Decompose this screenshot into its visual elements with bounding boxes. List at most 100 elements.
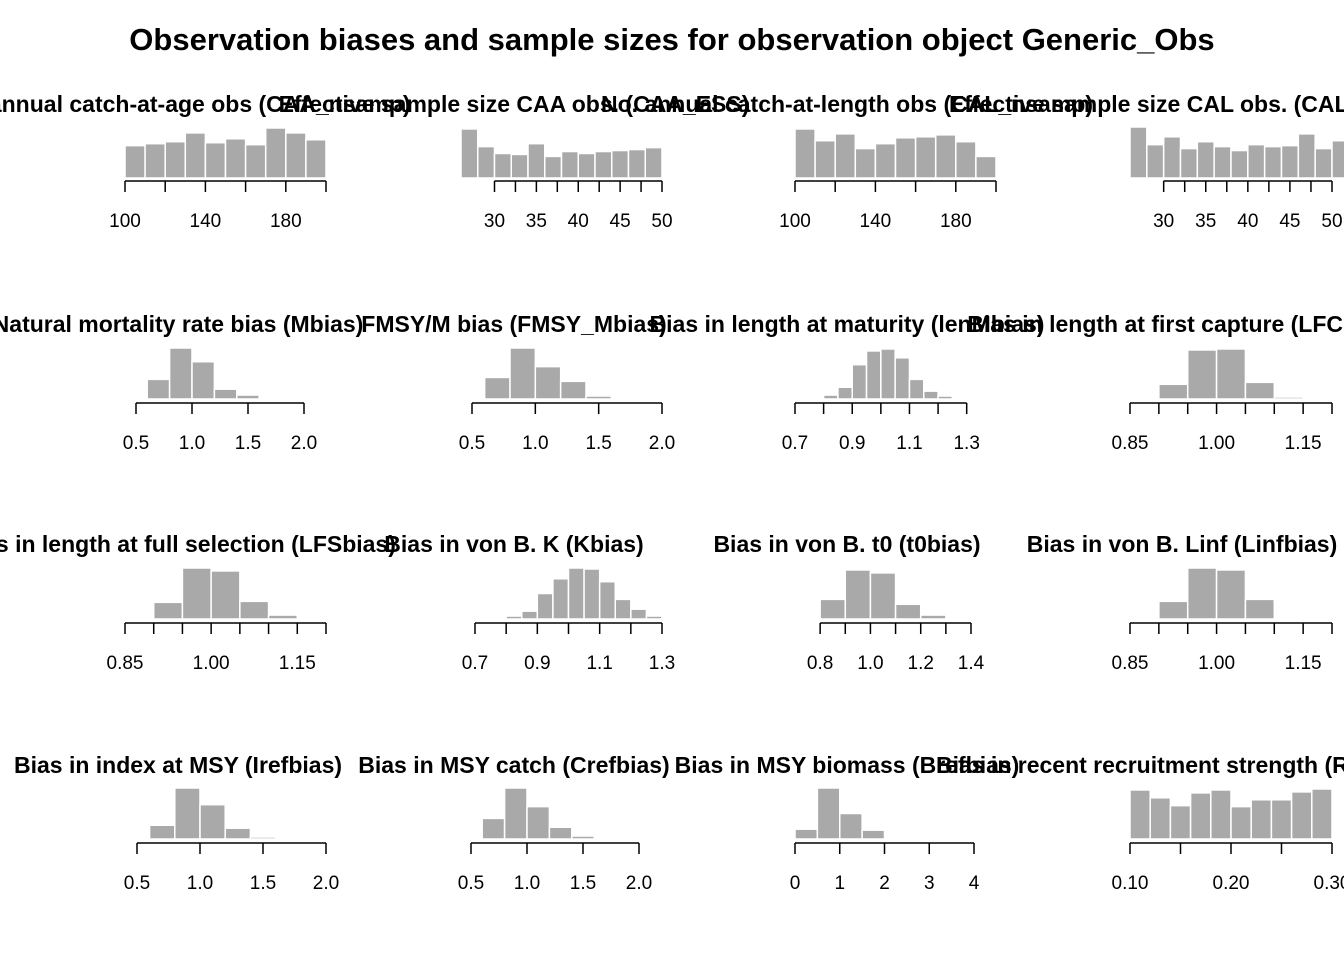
histogram-bar (258, 397, 283, 400)
panel-title: Bias in MSY biomass (Brefbias) (675, 752, 1020, 778)
histogram-bar (181, 567, 212, 620)
histogram-bar (894, 603, 922, 620)
panel-title: Bias in von B. K (Kbias) (384, 531, 643, 557)
histogram-bar (834, 133, 857, 179)
histogram-bar (1129, 126, 1148, 179)
histogram-bar (955, 140, 977, 179)
histogram-bar (1250, 799, 1273, 840)
histogram-bar (493, 152, 512, 179)
histogram-bar (794, 397, 811, 400)
x-tick-label: 0.85 (107, 653, 144, 674)
histogram-panel: Effective sample size CAL obs. (CAL_ESS)… (949, 91, 1344, 232)
histogram-bar (481, 817, 506, 840)
x-tick-label: 1.00 (1198, 433, 1235, 454)
panel-title: Bias in recent recruitment strength (Rec… (936, 752, 1344, 778)
histogram-bar (527, 142, 546, 179)
histogram-bar (1314, 147, 1333, 179)
histogram-bar (1186, 349, 1218, 400)
histogram-bar (1196, 140, 1215, 179)
x-tick-label: 1.0 (514, 873, 540, 894)
histogram-bar (460, 128, 479, 179)
x-tick-label: 0.9 (524, 653, 550, 674)
x-tick-label: 40 (568, 211, 589, 232)
x-tick-label: 35 (1195, 211, 1216, 232)
histogram-bar (598, 580, 617, 620)
histogram-bar (869, 572, 897, 620)
histogram-bar (908, 378, 925, 400)
panel-title: No. annual catch-at-length obs (CAL_nsam… (601, 91, 1093, 117)
x-tick-label: 100 (779, 211, 811, 232)
histogram-bar (168, 347, 193, 400)
histogram-panel: No. annual catch-at-length obs (CAL_nsam… (601, 91, 1093, 232)
histogram-bar (174, 787, 201, 840)
histogram-bar (645, 615, 663, 620)
histogram-bar (1331, 139, 1344, 179)
histogram-panel: Natural mortality rate bias (Mbias) 0.5 1.… (0, 311, 363, 454)
histogram-bar (851, 363, 868, 400)
panel-title: Bias in index at MSY (Irefbias) (14, 752, 342, 778)
histogram-bar (894, 137, 917, 179)
histogram-bar (296, 617, 327, 620)
x-tick-label: 1.00 (193, 653, 230, 674)
histogram-bar (919, 614, 947, 620)
histogram-bar (124, 617, 155, 620)
x-tick-label: 0.8 (807, 653, 833, 674)
panel-title: Bias in length at maturity (lenMbias) (650, 311, 1045, 337)
histogram-bar (204, 141, 227, 179)
histogram-bar (1189, 792, 1212, 840)
histogram-bar (144, 142, 166, 179)
x-tick-label: 0.85 (1112, 433, 1149, 454)
histogram-bar (594, 150, 613, 179)
histogram-bar (794, 617, 821, 620)
x-tick-label: 180 (940, 211, 972, 232)
histogram-bar (1302, 397, 1333, 400)
histogram-bar (239, 600, 270, 620)
histogram-bar (267, 614, 299, 620)
histogram-bar (1230, 149, 1249, 179)
x-tick-label: 0.9 (839, 433, 865, 454)
histogram-panel: Bias in recent recruitment strength (Rec… (936, 752, 1344, 894)
x-tick-label: 1.5 (250, 873, 276, 894)
histogram-bar (1158, 600, 1189, 620)
histogram-bar (213, 388, 238, 400)
histogram-bar (965, 397, 982, 400)
histogram-panel: Bias in length at maturity (lenMbias) 0.7… (650, 311, 1045, 454)
histogram-panel: Bias in von B. Linf (Linfbias) 0.85 1.00 1.… (1027, 531, 1338, 674)
histogram-bar (505, 615, 523, 620)
x-tick-label: 1.5 (570, 873, 596, 894)
x-tick-label: 2.0 (313, 873, 339, 894)
histogram-bar (552, 578, 570, 620)
histogram-bar (1244, 598, 1276, 620)
histogram-bar (148, 824, 176, 840)
histogram-panel: Bias in length at full selection (LFSbia… (0, 531, 396, 674)
histogram-bar (124, 144, 146, 179)
histogram-bar (630, 608, 648, 620)
x-tick-label: 30 (1153, 211, 1174, 232)
x-tick-label: 1.5 (235, 433, 261, 454)
x-tick-label: 1.3 (649, 653, 675, 674)
histogram-bar (937, 395, 954, 400)
histogram-bar (808, 397, 825, 400)
histogram-bar (191, 360, 216, 400)
histogram-bar (1311, 788, 1333, 840)
histogram-panel: Bias in index at MSY (Irefbias) 0.5 1.0 1.5… (14, 752, 342, 894)
histogram-bar (819, 598, 847, 620)
histogram-bar (567, 567, 585, 620)
histogram-bar (1158, 383, 1189, 400)
histogram-bar (521, 610, 539, 620)
x-tick-label: 1.4 (958, 653, 985, 674)
histogram-bar (583, 568, 601, 620)
histogram-bar (1244, 381, 1276, 400)
histogram-panel: Bias in von B. t0 (t0bias) 0.8 1.0 1.2 1.4 (713, 531, 984, 674)
x-tick-label: 140 (190, 211, 222, 232)
panel-title: Effective sample size CAA obs. (CAA_ESS) (279, 91, 750, 117)
histogram-bar (1270, 799, 1293, 840)
histogram-bar (1263, 145, 1283, 179)
x-tick-label: 30 (484, 211, 505, 232)
histogram-bar (1129, 397, 1160, 400)
histogram-bar (1186, 567, 1218, 620)
histogram-bar (614, 598, 632, 620)
histogram-panel: Bias in length at first capture (LFCbias… (967, 311, 1344, 454)
x-tick-label: 0.20 (1213, 873, 1250, 894)
